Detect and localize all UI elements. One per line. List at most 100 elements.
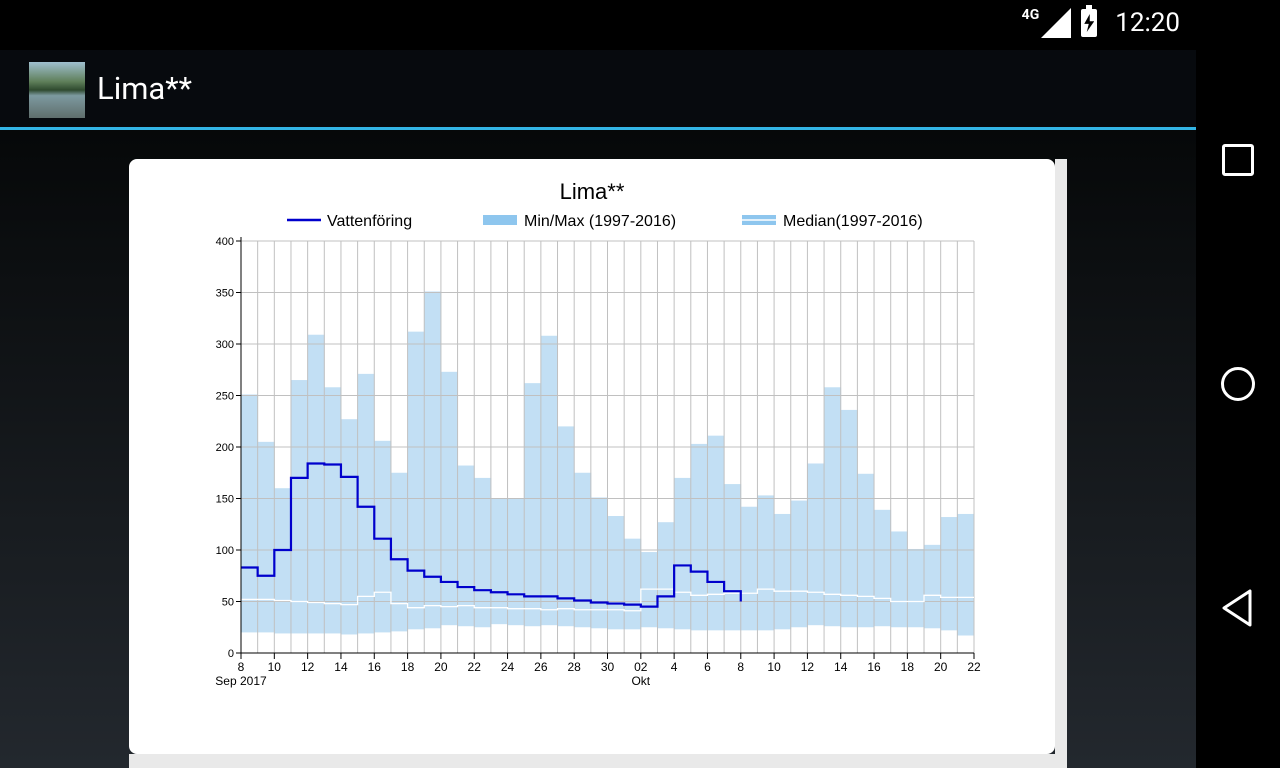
x-tick-label: 10 bbox=[268, 660, 282, 674]
median-line bbox=[241, 588, 974, 612]
minmax-bar bbox=[840, 409, 858, 628]
minmax-bar bbox=[457, 465, 475, 627]
minmax-bar bbox=[924, 544, 942, 629]
recents-button[interactable] bbox=[1218, 140, 1258, 180]
home-button[interactable] bbox=[1218, 364, 1258, 404]
x-tick-label: 14 bbox=[834, 660, 848, 674]
x-tick-label: 20 bbox=[934, 660, 948, 674]
minmax-bar bbox=[724, 484, 742, 631]
card-shadow bbox=[1055, 159, 1067, 768]
minmax-bar bbox=[257, 441, 275, 633]
x-tick-label: 30 bbox=[601, 660, 615, 674]
minmax-bar bbox=[690, 443, 708, 631]
minmax-bar bbox=[807, 463, 825, 626]
minmax-bar bbox=[940, 517, 958, 631]
signal-icon bbox=[1041, 8, 1072, 38]
minmax-bar bbox=[874, 509, 892, 627]
back-button[interactable] bbox=[1218, 588, 1258, 628]
minmax-bar bbox=[624, 538, 642, 630]
minmax-bar bbox=[324, 387, 342, 634]
minmax-bar bbox=[757, 495, 775, 631]
recents-icon bbox=[1222, 144, 1254, 176]
minmax-bar bbox=[490, 498, 508, 625]
minmax-bar bbox=[357, 373, 375, 634]
x-tick-label: 12 bbox=[801, 660, 815, 674]
back-icon bbox=[1222, 589, 1252, 627]
y-tick-label: 250 bbox=[216, 391, 234, 403]
x-sublabel-month: Sep 2017 bbox=[215, 674, 267, 688]
app-icon[interactable] bbox=[29, 62, 85, 118]
x-tick-label: 16 bbox=[368, 660, 382, 674]
minmax-bar bbox=[907, 548, 925, 628]
minmax-bar bbox=[590, 497, 608, 629]
minmax-bar bbox=[740, 506, 758, 631]
x-tick-label: 6 bbox=[704, 660, 711, 674]
vattenforing-line bbox=[241, 462, 742, 608]
minmax-bar bbox=[424, 291, 442, 629]
minmax-bar bbox=[340, 419, 359, 635]
minmax-bar bbox=[774, 513, 792, 630]
x-tick-label: 02 bbox=[634, 660, 648, 674]
x-tick-label: 18 bbox=[901, 660, 915, 674]
y-tick-label: 350 bbox=[216, 288, 234, 300]
minmax-bar bbox=[540, 335, 558, 626]
legend-label-median: Median(1997-2016) bbox=[783, 213, 923, 230]
minmax-bar bbox=[957, 513, 975, 636]
x-tick-label: 18 bbox=[401, 660, 415, 674]
minmax-bar bbox=[657, 522, 675, 629]
minmax-bar bbox=[524, 383, 542, 627]
y-tick-label: 400 bbox=[216, 236, 234, 248]
chart-title: Lima** bbox=[560, 179, 625, 204]
status-bar: 4G 12:20 bbox=[0, 0, 1196, 50]
x-tick-label: 8 bbox=[238, 660, 245, 674]
minmax-bar bbox=[507, 498, 525, 626]
app-title: Lima** bbox=[97, 70, 192, 107]
x-tick-label: 28 bbox=[568, 660, 582, 674]
x-tick-label: 26 bbox=[534, 660, 548, 674]
x-tick-label: 12 bbox=[301, 660, 315, 674]
minmax-bar bbox=[241, 394, 259, 633]
x-tick-label: 8 bbox=[737, 660, 744, 674]
y-tick-label: 150 bbox=[216, 494, 234, 506]
y-tick-label: 200 bbox=[216, 442, 234, 454]
x-tick-label: 22 bbox=[468, 660, 482, 674]
action-bar: Lima** bbox=[0, 50, 1196, 130]
y-tick-label: 50 bbox=[222, 597, 234, 609]
minmax-bar bbox=[274, 488, 292, 634]
minmax-bar bbox=[290, 380, 309, 634]
x-tick-label: 14 bbox=[334, 660, 348, 674]
legend-label-minmax: Min/Max (1997-2016) bbox=[524, 213, 676, 230]
minmax-bar bbox=[674, 477, 692, 630]
minmax-bar bbox=[857, 473, 875, 628]
minmax-bar bbox=[890, 531, 908, 628]
minmax-bar bbox=[790, 500, 808, 628]
x-tick-label: 24 bbox=[501, 660, 515, 674]
chart-card: 0 50 100 150 200 250 300 350 400 8 10 12 14 16 18 20 22 2… bbox=[129, 159, 1055, 754]
y-tick-label: 100 bbox=[216, 545, 234, 557]
minmax-bar bbox=[557, 426, 575, 627]
minmax-bar bbox=[390, 472, 408, 632]
y-tick-label: 300 bbox=[216, 339, 234, 351]
y-tick-label: 0 bbox=[228, 648, 234, 660]
x-tick-label: 22 bbox=[967, 660, 981, 674]
x-tick-label: 20 bbox=[434, 660, 448, 674]
legend-label-vattenforing: Vattenföring bbox=[327, 213, 412, 230]
minmax-bar bbox=[824, 387, 842, 627]
x-tick-label: 10 bbox=[767, 660, 781, 674]
clock: 12:20 bbox=[1115, 8, 1180, 38]
x-sublabel-oct: Okt bbox=[631, 674, 650, 688]
minmax-bar bbox=[407, 331, 425, 630]
legend-swatch-minmax bbox=[483, 215, 517, 225]
x-tick-label: 16 bbox=[867, 660, 881, 674]
x-tick-label: 4 bbox=[671, 660, 678, 674]
network-type: 4G bbox=[1021, 7, 1040, 23]
minmax-bar bbox=[307, 334, 325, 634]
minmax-bar bbox=[474, 477, 492, 628]
home-icon bbox=[1221, 367, 1255, 401]
battery-charging-icon bbox=[1081, 5, 1098, 37]
navigation-bar bbox=[1196, 0, 1280, 768]
minmax-bar bbox=[607, 516, 625, 630]
card-shadow-bottom bbox=[129, 754, 1067, 768]
minmax-bar bbox=[374, 440, 392, 633]
flow-chart: 0 50 100 150 200 250 300 350 400 8 10 12 14 16 18 20 22 2… bbox=[215, 179, 981, 688]
